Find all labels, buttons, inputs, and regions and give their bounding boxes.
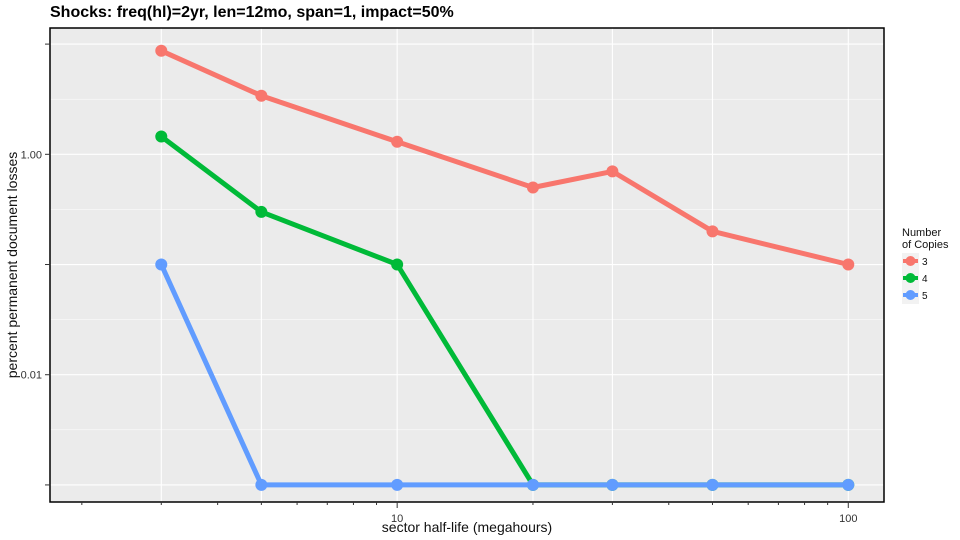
legend-title-line2: of Copies [902,239,949,251]
y-tick-label: 1.00 [21,149,42,161]
data-point [391,135,404,148]
series-layer [155,44,855,491]
data-point [255,205,268,218]
data-point [526,478,539,491]
legend-label: 5 [922,291,928,302]
data-point [155,44,168,57]
data-point [706,225,719,238]
series-3 [155,44,855,271]
data-point [526,181,539,194]
data-point [606,165,619,178]
legend-label: 4 [922,274,928,285]
legend-label: 3 [922,257,928,268]
legend-title-line1: Number [902,227,941,239]
data-point [155,258,168,271]
data-point [706,478,719,491]
axes: 1.00 0.01 10 100 [21,43,857,525]
data-point [842,258,855,271]
y-tick-label: 0.01 [21,370,42,382]
x-axis-title: sector half-life (megahours) [382,519,552,535]
legend-key-point [905,290,916,300]
x-tick-label: 10 [391,513,403,525]
data-point [391,258,404,271]
legend-key-point [905,256,916,266]
data-point [842,478,855,491]
data-point [606,478,619,491]
series-5 [155,258,855,491]
chart-title: Shocks: freq(hl)=2yr, len=12mo, span=1, … [50,4,454,21]
data-point [391,478,404,491]
x-tick-label: 100 [839,513,857,525]
data-point [255,89,268,102]
data-point [255,478,268,491]
y-axis-title: percent permanent document losses [4,152,20,378]
legend-key-point [905,273,916,283]
data-point [155,130,168,143]
legend: Number of Copies 3 4 5 [902,227,949,304]
